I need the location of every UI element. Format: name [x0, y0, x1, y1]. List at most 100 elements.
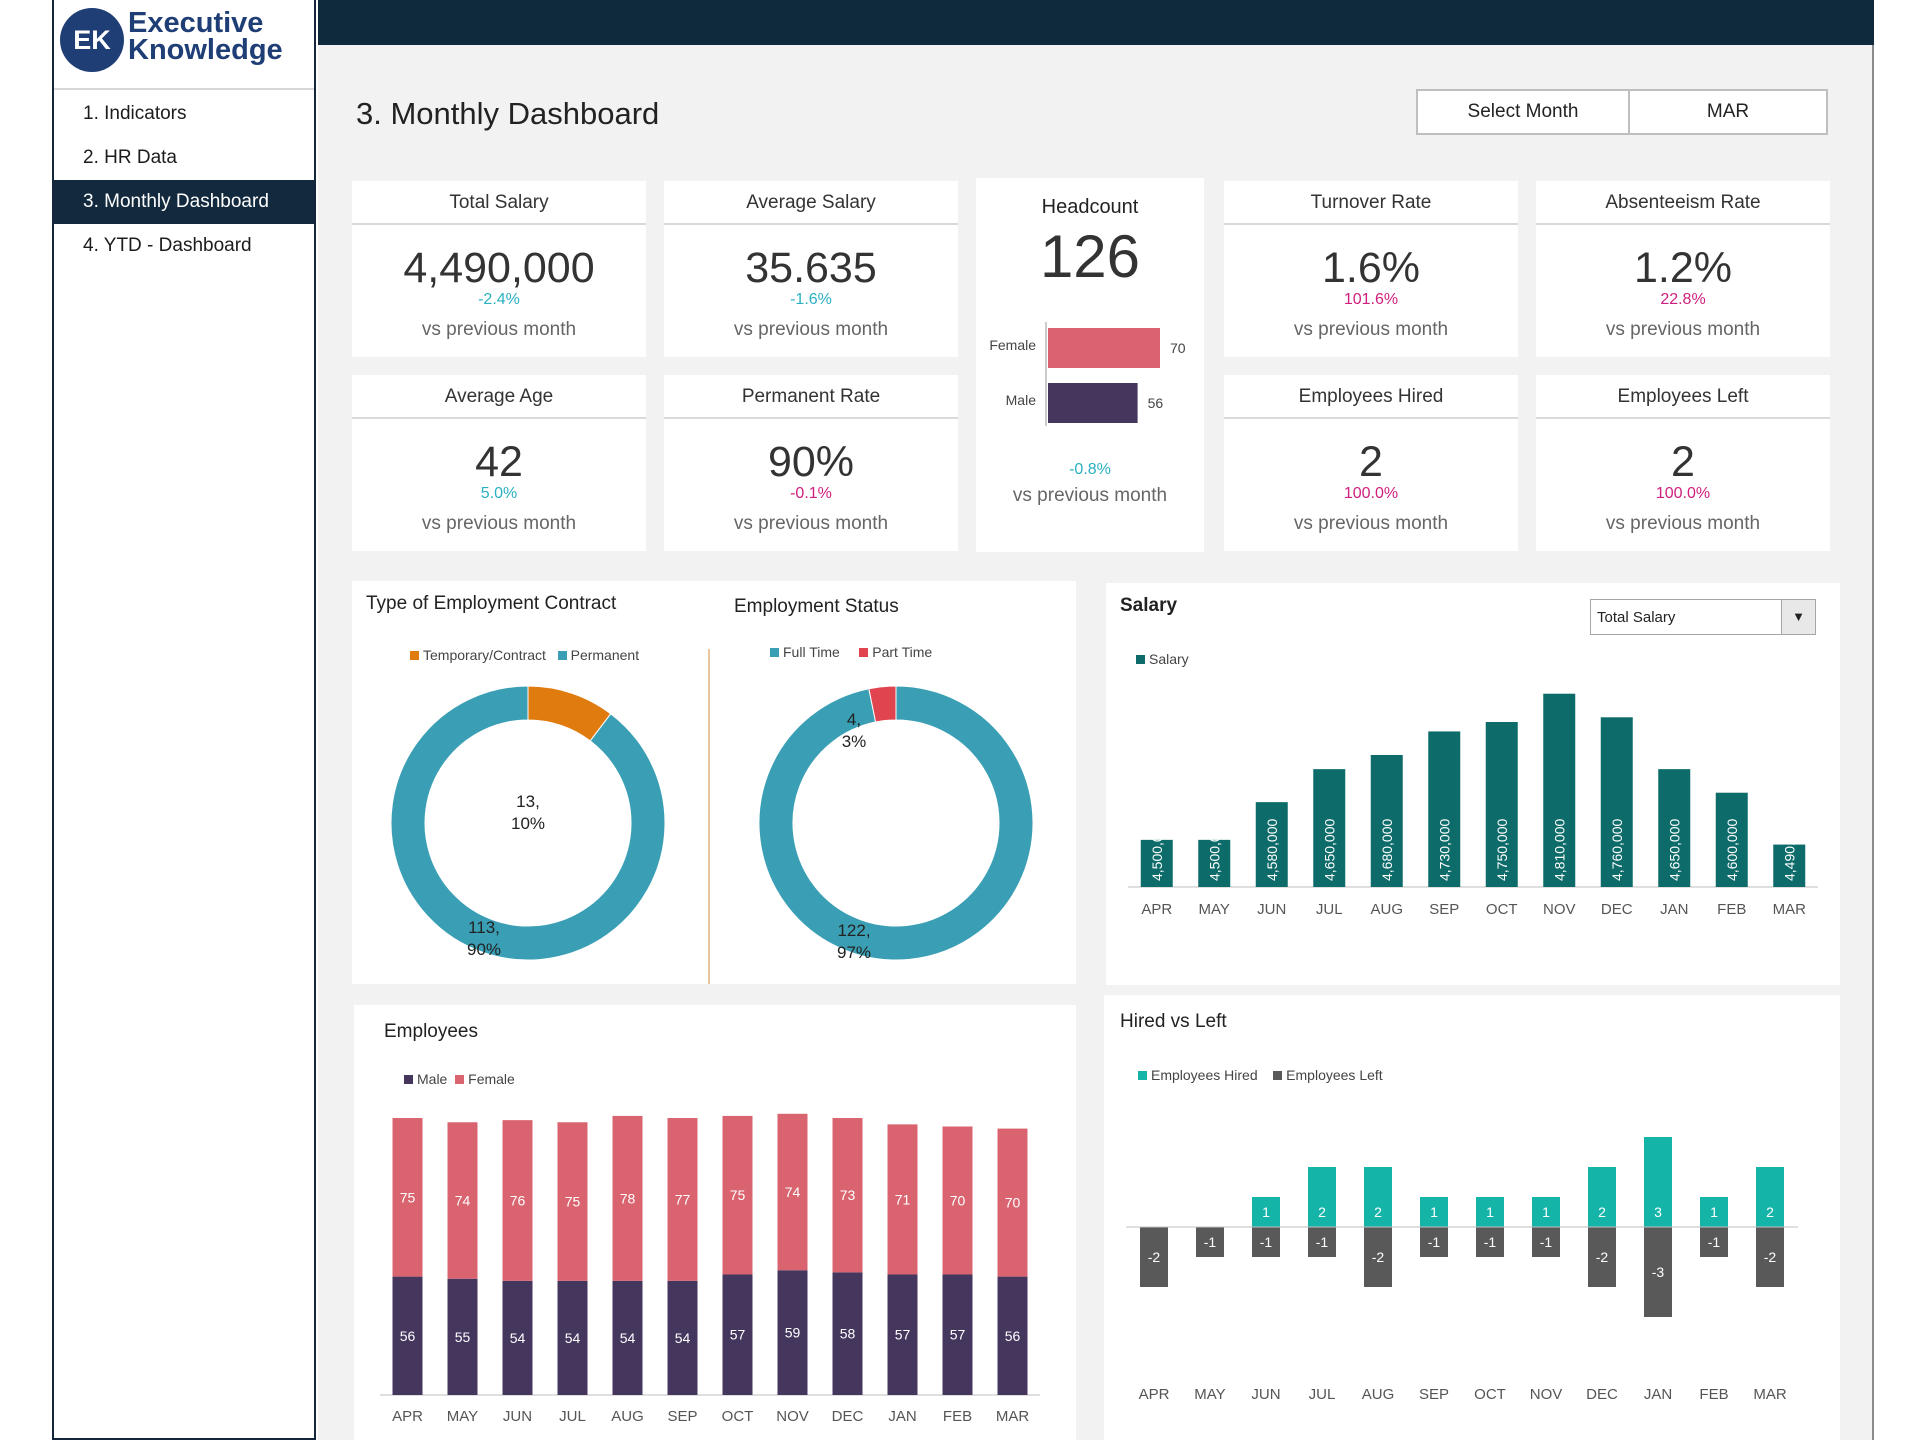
left-bar: [1252, 1227, 1280, 1257]
chevron-down-icon[interactable]: ▼: [1781, 600, 1815, 634]
bar-value-label: 4,750,000: [1494, 819, 1510, 881]
x-tick-label: SEP: [667, 1408, 697, 1425]
bar: [1048, 383, 1138, 423]
kpi-title: Average Age: [352, 375, 646, 419]
female-value-label: 73: [840, 1187, 856, 1203]
x-tick-label: NOV: [776, 1408, 809, 1425]
sidebar: EK Executive Knowledge 1. Indicators 2. …: [52, 0, 316, 1440]
salary-bar: [1485, 722, 1518, 887]
male-bar: [777, 1270, 808, 1395]
hired-value-label: 1: [1262, 1204, 1270, 1220]
x-tick-label: MAY: [1199, 901, 1230, 918]
kpi-title: Total Salary: [352, 181, 646, 225]
legend-label: Temporary/Contract: [423, 647, 546, 663]
male-value-label: 55: [455, 1329, 471, 1345]
donut-slice: [758, 685, 1034, 961]
female-bar: [942, 1126, 973, 1275]
donut-slice: [868, 685, 897, 723]
male-bar: [502, 1280, 533, 1395]
x-tick-label: JUN: [503, 1408, 532, 1425]
left-value-label: -1: [1204, 1234, 1217, 1250]
employees-legend: Male Female: [404, 1071, 515, 1087]
kpi-value: 4,490,000: [403, 244, 595, 292]
donut-data-label: 97%: [837, 943, 871, 962]
salary-bar: [1370, 755, 1403, 887]
hired-value-label: 3: [1654, 1204, 1662, 1220]
legend-label: Salary: [1149, 651, 1189, 667]
nav-item-indicators[interactable]: 1. Indicators: [83, 103, 187, 124]
hired-left-bar-chart: -2 APR -1 MAY 1 -1 JUN 2 -1 JUL 2 -2 AUG 1 -1 SEP 1 -1 OCT…: [1126, 1137, 1798, 1403]
salary-bar: [1428, 731, 1461, 887]
female-value-label: 74: [455, 1192, 471, 1208]
legend-label: Female: [468, 1071, 515, 1087]
salary-legend: Salary: [1136, 651, 1189, 667]
donut-data-label: 3%: [842, 732, 867, 751]
nav-item-ytd-dashboard[interactable]: 4. YTD - Dashboard: [83, 235, 252, 256]
hired-value-label: 1: [1542, 1204, 1550, 1220]
hired-value-label: 2: [1766, 1204, 1774, 1220]
kpi-change: -0.1%: [790, 485, 832, 502]
kpi-average-salary: Average Salary 35.635 -1.6% vs previous …: [664, 181, 958, 357]
x-tick-label: MAR: [1773, 901, 1807, 918]
employees-chart-title: Employees: [384, 1021, 478, 1042]
kpi-title: Average Salary: [664, 181, 958, 225]
kpi-employees-left: Employees Left 2 100.0% vs previous mont…: [1536, 375, 1830, 551]
salary-metric-dropdown[interactable]: Total Salary ▼: [1590, 599, 1816, 635]
hired-bar: [1644, 1137, 1672, 1227]
donut-slice: [390, 685, 666, 961]
female-bar: [557, 1122, 588, 1281]
male-value-label: 57: [895, 1327, 911, 1343]
x-tick-label: MAY: [447, 1408, 478, 1425]
bar-value-label: 4,730,000: [1436, 819, 1452, 881]
x-tick-label: JUN: [1257, 901, 1286, 918]
legend-swatch: [1136, 655, 1145, 664]
bar-value-label: 4,490,000: [1781, 819, 1797, 881]
donut-data-label: 10%: [511, 814, 545, 833]
bar-value-label: 4,810,000: [1551, 819, 1567, 881]
kpi-change: 22.8%: [1660, 291, 1706, 308]
x-tick-label: DEC: [832, 1408, 864, 1425]
headcount-change: -0.8%: [1069, 461, 1111, 478]
male-bar: [722, 1274, 753, 1395]
female-bar: [612, 1115, 643, 1281]
month-selector-value[interactable]: MAR: [1706, 101, 1750, 122]
hired-value-label: 2: [1374, 1204, 1382, 1220]
legend-swatch: [770, 648, 779, 657]
legend-swatch: [557, 651, 567, 660]
page-title: 3. Monthly Dashboard: [356, 96, 660, 131]
legend-label: Part Time: [872, 644, 933, 660]
male-value-label: 57: [730, 1327, 746, 1343]
x-tick-label: OCT: [1474, 1386, 1506, 1403]
kpi-change: 101.6%: [1343, 291, 1399, 308]
left-bar: [1644, 1227, 1672, 1317]
male-bar: [832, 1272, 863, 1395]
kpi-title: Absenteeism Rate: [1536, 181, 1830, 225]
male-bar: [557, 1280, 588, 1395]
salary-panel: Salary Total Salary ▼ Salary 4,500,000 AP…: [1106, 583, 1840, 985]
x-tick-label: JUL: [1316, 901, 1343, 918]
left-value-label: -1: [1316, 1234, 1329, 1250]
x-tick-label: FEB: [1717, 901, 1746, 918]
donut-data-label: 4,: [847, 710, 861, 729]
kpi-value: 2: [1359, 438, 1383, 486]
left-bar: [1140, 1227, 1168, 1287]
kpi-change: 100.0%: [1343, 485, 1399, 502]
hired-bar: [1700, 1197, 1728, 1227]
kpi-subtitle: vs previous month: [733, 319, 889, 340]
legend-label: Male: [417, 1071, 448, 1087]
x-tick-label: MAR: [1753, 1386, 1787, 1403]
nav-item-monthly-dashboard[interactable]: 3. Monthly Dashboard: [54, 180, 314, 224]
bar-value-label: 4,600,000: [1724, 819, 1740, 881]
nav-item-hr-data[interactable]: 2. HR Data: [83, 147, 177, 168]
left-bar: [1420, 1227, 1448, 1257]
female-bar: [502, 1120, 533, 1281]
left-value-label: -2: [1148, 1249, 1161, 1265]
legend-label: Permanent: [570, 647, 640, 663]
bar-value-label: 56: [1148, 395, 1164, 411]
left-bar: [1364, 1227, 1392, 1287]
x-tick-label: MAR: [996, 1408, 1030, 1425]
x-tick-label: JAN: [888, 1408, 916, 1425]
male-bar: [997, 1276, 1028, 1395]
salary-bar: [1255, 802, 1288, 887]
bar-value-label: 70: [1170, 340, 1186, 356]
